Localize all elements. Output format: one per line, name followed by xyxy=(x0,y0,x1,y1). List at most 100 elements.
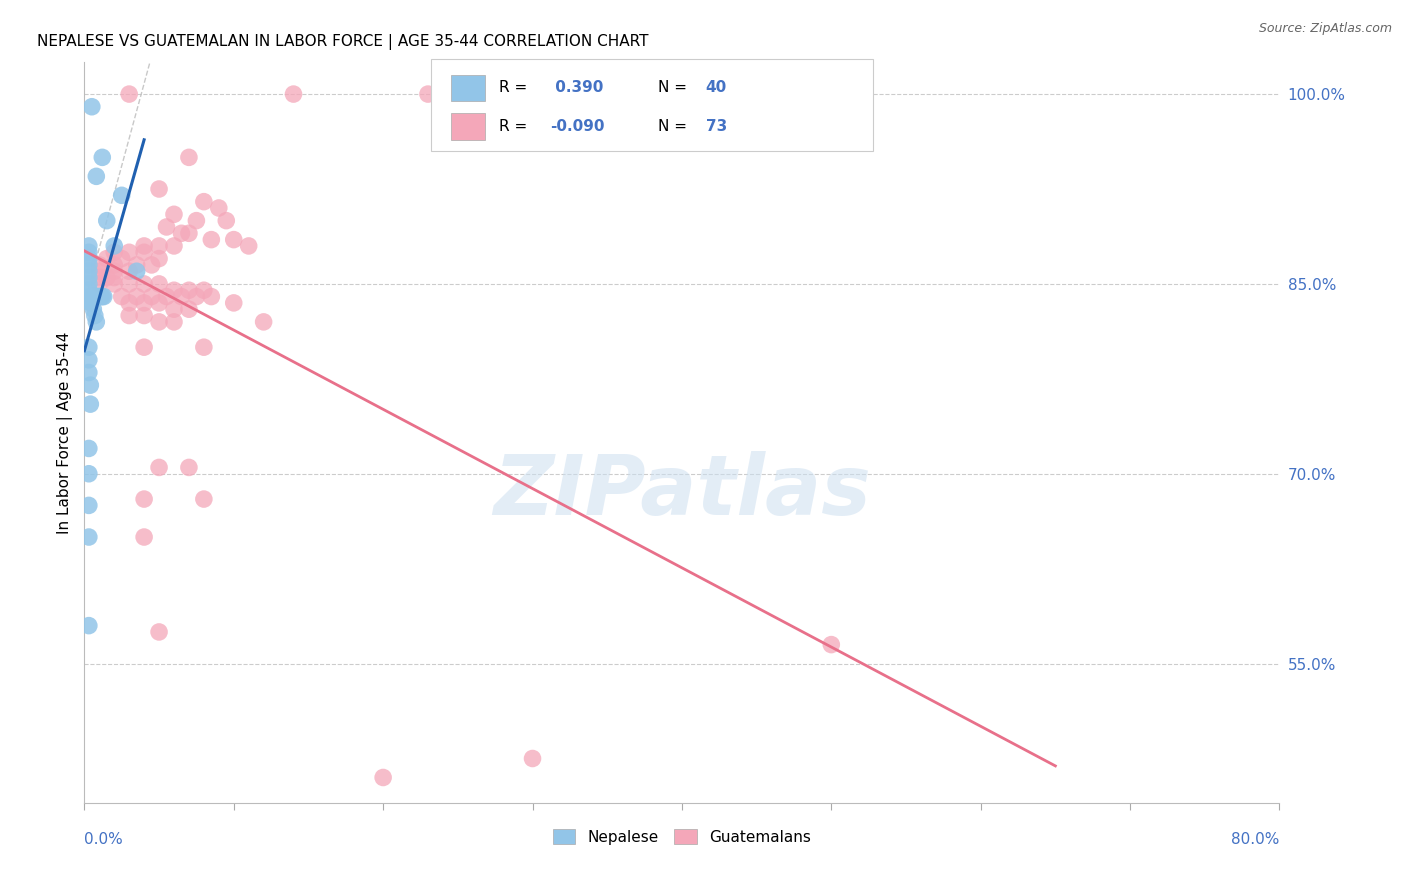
Point xyxy=(77,264,100,278)
Point xyxy=(222,233,245,247)
Point xyxy=(416,87,439,101)
Point xyxy=(89,270,111,285)
FancyBboxPatch shape xyxy=(451,113,485,140)
Text: NEPALESE VS GUATEMALAN IN LABOR FORCE | AGE 35-44 CORRELATION CHART: NEPALESE VS GUATEMALAN IN LABOR FORCE | … xyxy=(37,34,648,50)
Point xyxy=(125,258,148,272)
Point xyxy=(132,277,156,291)
Point xyxy=(79,296,101,310)
Point xyxy=(132,340,156,354)
Point xyxy=(177,302,200,317)
Point xyxy=(208,201,231,215)
Point xyxy=(200,233,222,247)
Text: 0.0%: 0.0% xyxy=(84,832,124,847)
Point xyxy=(163,207,186,221)
Point xyxy=(132,245,156,260)
Point xyxy=(89,258,111,272)
Point xyxy=(132,530,156,544)
Text: ZIPatlas: ZIPatlas xyxy=(494,451,870,533)
Point xyxy=(148,460,170,475)
Point xyxy=(91,150,114,164)
Point xyxy=(170,289,193,303)
Point xyxy=(82,289,104,303)
Point xyxy=(77,352,100,367)
Point xyxy=(141,258,163,272)
Point xyxy=(89,277,111,291)
Point xyxy=(118,296,141,310)
Point xyxy=(77,252,100,266)
Point xyxy=(148,624,170,639)
Text: -0.090: -0.090 xyxy=(551,119,605,134)
Point xyxy=(77,258,100,272)
Point xyxy=(200,289,222,303)
Point xyxy=(238,239,260,253)
FancyBboxPatch shape xyxy=(432,59,873,152)
Point xyxy=(148,315,170,329)
Point xyxy=(77,270,100,285)
Point xyxy=(86,169,108,184)
Point xyxy=(177,460,200,475)
Point xyxy=(186,289,208,303)
Point xyxy=(186,213,208,227)
Point xyxy=(103,277,125,291)
Point xyxy=(132,309,156,323)
Point xyxy=(170,227,193,241)
Point xyxy=(96,213,118,227)
Point xyxy=(373,771,395,785)
Point xyxy=(118,87,141,101)
Text: 73: 73 xyxy=(706,119,727,134)
Point xyxy=(253,315,276,329)
Point xyxy=(77,245,100,260)
Point xyxy=(155,219,177,234)
Point xyxy=(77,340,100,354)
Point xyxy=(86,289,108,303)
Point xyxy=(163,283,186,297)
Point xyxy=(193,283,215,297)
Point xyxy=(132,491,156,506)
Point xyxy=(215,213,238,227)
Point xyxy=(80,100,103,114)
Point xyxy=(148,182,170,196)
Point xyxy=(77,283,100,297)
Point xyxy=(89,289,111,303)
Point xyxy=(103,239,125,253)
Text: Source: ZipAtlas.com: Source: ZipAtlas.com xyxy=(1258,22,1392,36)
Point xyxy=(79,289,101,303)
Text: R =: R = xyxy=(499,80,533,95)
Point xyxy=(193,340,215,354)
Point xyxy=(148,252,170,266)
Point xyxy=(193,194,215,209)
Point xyxy=(77,442,100,456)
Point xyxy=(83,289,105,303)
Point xyxy=(91,289,114,303)
Point xyxy=(118,245,141,260)
Point xyxy=(82,302,104,317)
Point xyxy=(283,87,305,101)
Point xyxy=(141,289,163,303)
Point xyxy=(155,289,177,303)
Point xyxy=(86,315,108,329)
Point xyxy=(103,245,125,260)
Point xyxy=(118,277,141,291)
Point xyxy=(77,239,100,253)
Point xyxy=(77,530,100,544)
Point xyxy=(89,264,111,278)
Point xyxy=(83,309,105,323)
Point xyxy=(79,378,101,392)
Point xyxy=(77,618,100,632)
Point xyxy=(177,150,200,164)
Point xyxy=(132,296,156,310)
Point xyxy=(87,289,110,303)
Point xyxy=(90,289,112,303)
Text: R =: R = xyxy=(499,119,533,134)
Point xyxy=(118,264,141,278)
Point xyxy=(118,309,141,323)
Point xyxy=(148,296,170,310)
Point xyxy=(77,499,100,513)
Point xyxy=(103,264,125,278)
Point xyxy=(80,289,103,303)
FancyBboxPatch shape xyxy=(451,75,485,102)
Point xyxy=(111,289,134,303)
Point xyxy=(125,289,148,303)
Point xyxy=(177,283,200,297)
Point xyxy=(80,296,103,310)
